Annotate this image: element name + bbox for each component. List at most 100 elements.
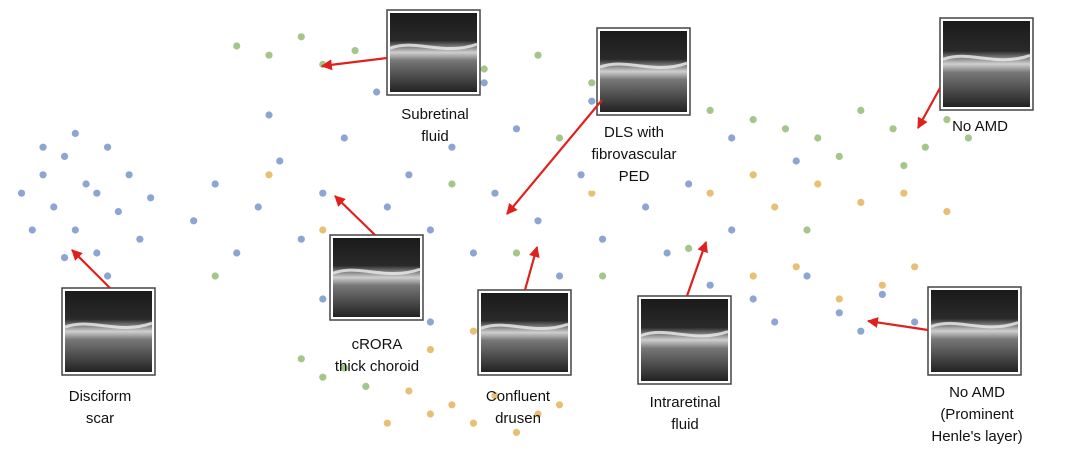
figure: Subretinal fluid DLS with fibrovascular PED N…	[0, 0, 1076, 460]
inset-label: PED	[619, 168, 650, 185]
point	[427, 410, 434, 417]
inset-label: thick choroid	[335, 358, 419, 375]
point	[50, 203, 57, 210]
point	[900, 162, 907, 169]
point	[104, 144, 111, 151]
point	[707, 107, 714, 114]
inset-label: DLS with	[604, 124, 664, 141]
point	[771, 318, 778, 325]
point	[685, 180, 692, 187]
point	[577, 171, 584, 178]
inset-image	[390, 13, 477, 92]
point	[782, 125, 789, 132]
point	[556, 401, 563, 408]
inset: Subretinal fluid	[322, 10, 480, 145]
inset-label: Disciform	[69, 388, 132, 405]
inset: DLS with fibrovascular PED	[507, 28, 690, 214]
point	[707, 190, 714, 197]
point	[104, 272, 111, 279]
point	[93, 249, 100, 256]
point	[771, 203, 778, 210]
point	[470, 249, 477, 256]
inset-label: fluid	[421, 128, 449, 145]
point	[922, 144, 929, 151]
point	[879, 291, 886, 298]
point	[481, 79, 488, 86]
point	[427, 346, 434, 353]
inset: No AMD	[918, 18, 1033, 135]
point	[481, 65, 488, 72]
point	[384, 420, 391, 427]
point	[93, 190, 100, 197]
point	[793, 157, 800, 164]
point	[750, 116, 757, 123]
point	[298, 355, 305, 362]
point	[405, 171, 412, 178]
point	[943, 116, 950, 123]
inset-image	[931, 290, 1018, 372]
point	[803, 272, 810, 279]
point	[265, 52, 272, 59]
point	[427, 226, 434, 233]
point	[427, 318, 434, 325]
inset-label: Confluent	[486, 388, 551, 405]
point	[857, 107, 864, 114]
inset-label: Henle's layer)	[931, 428, 1022, 445]
point	[319, 295, 326, 302]
inset-label: cRORA	[352, 336, 403, 353]
point	[836, 153, 843, 160]
inset-label: Subretinal	[401, 106, 469, 123]
point	[405, 387, 412, 394]
annotations: Subretinal fluid DLS with fibrovascular PED N…	[62, 10, 1033, 445]
inset-image	[943, 21, 1030, 107]
point	[72, 226, 79, 233]
point	[900, 190, 907, 197]
arrow	[868, 321, 928, 330]
point	[298, 33, 305, 40]
point	[836, 309, 843, 316]
point	[965, 134, 972, 141]
point	[857, 328, 864, 335]
point	[319, 226, 326, 233]
point	[728, 226, 735, 233]
point	[39, 144, 46, 151]
point	[836, 295, 843, 302]
point	[814, 134, 821, 141]
point	[470, 420, 477, 427]
point	[588, 79, 595, 86]
point	[373, 88, 380, 95]
point	[707, 282, 714, 289]
point	[298, 236, 305, 243]
point	[599, 236, 606, 243]
inset-label: No AMD	[949, 384, 1005, 401]
point	[911, 318, 918, 325]
point	[664, 249, 671, 256]
inset-image	[600, 31, 687, 112]
point	[255, 203, 262, 210]
arrow	[918, 88, 940, 128]
point	[470, 328, 477, 335]
arrow	[322, 58, 387, 66]
point	[642, 203, 649, 210]
point	[126, 171, 133, 178]
point	[72, 130, 79, 137]
point	[685, 245, 692, 252]
point	[889, 125, 896, 132]
point	[750, 171, 757, 178]
point	[448, 144, 455, 151]
point	[147, 194, 154, 201]
point	[448, 180, 455, 187]
point	[728, 134, 735, 141]
point	[556, 272, 563, 279]
point	[750, 295, 757, 302]
point	[39, 171, 46, 178]
inset-image	[641, 299, 728, 381]
point	[265, 111, 272, 118]
point	[879, 282, 886, 289]
inset-label: fibrovascular	[591, 146, 676, 163]
point	[588, 98, 595, 105]
point	[534, 217, 541, 224]
point	[212, 272, 219, 279]
point	[319, 190, 326, 197]
